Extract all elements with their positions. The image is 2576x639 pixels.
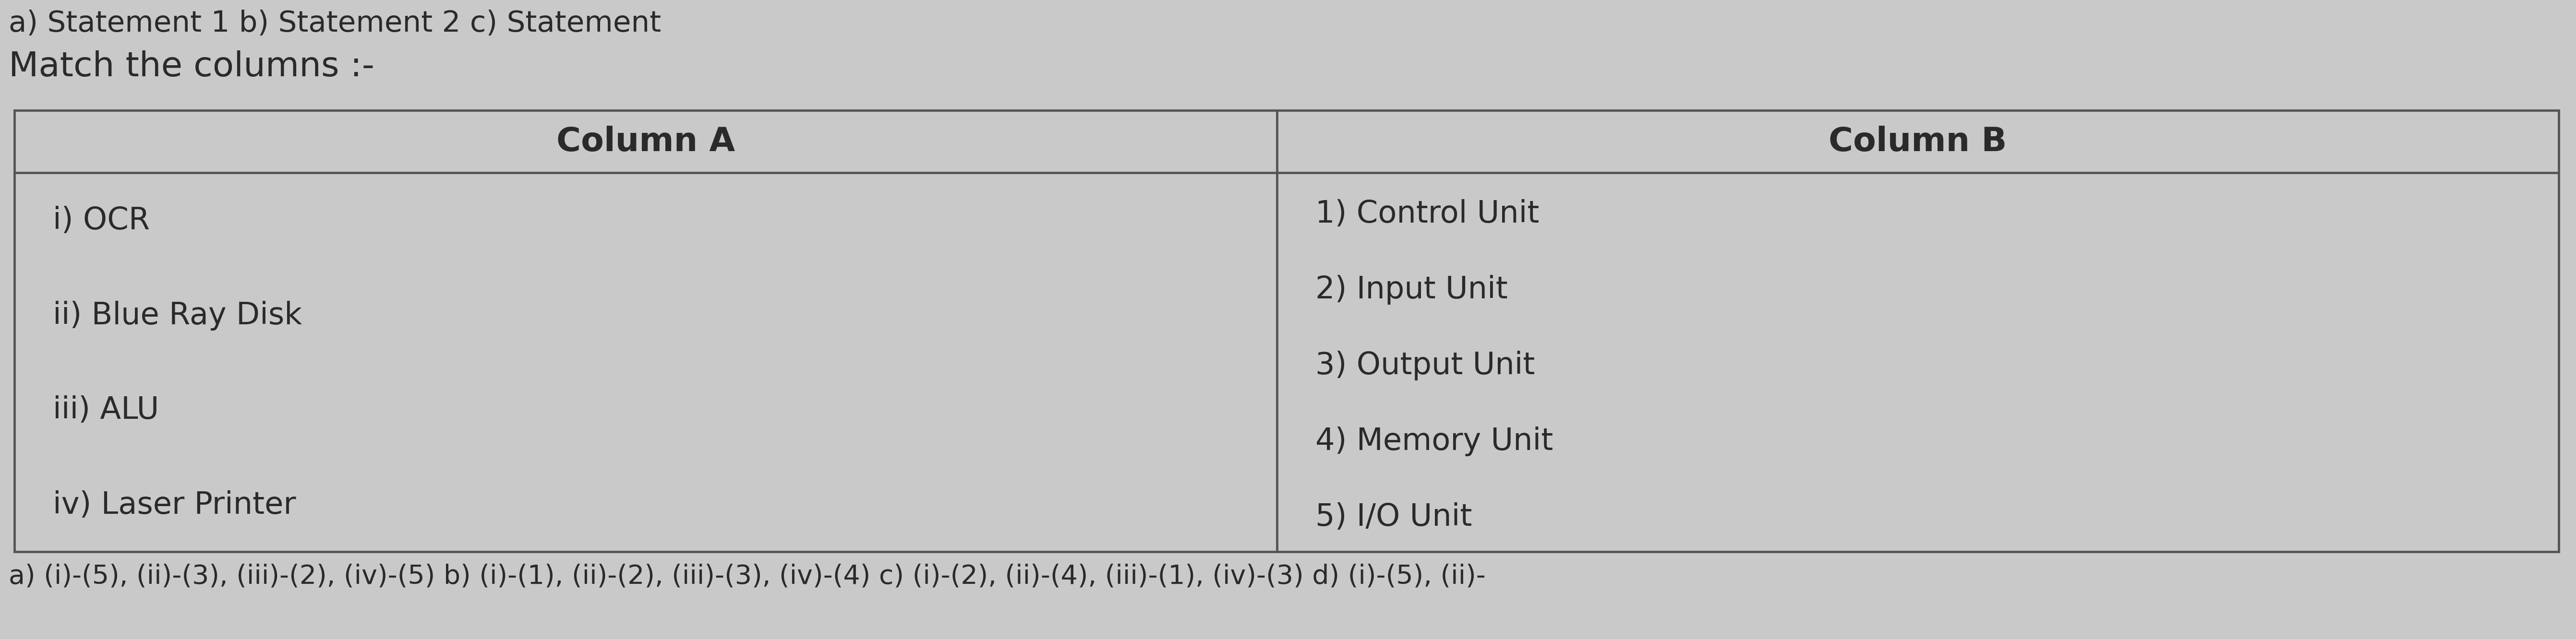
Text: Column A: Column A xyxy=(556,125,734,158)
Text: 4) Memory Unit: 4) Memory Unit xyxy=(1316,427,1553,456)
Text: 1) Control Unit: 1) Control Unit xyxy=(1316,199,1540,229)
Text: iii) ALU: iii) ALU xyxy=(52,396,160,425)
Text: iv) Laser Printer: iv) Laser Printer xyxy=(52,490,296,520)
Text: 5) I/O Unit: 5) I/O Unit xyxy=(1316,502,1471,532)
Text: a) (i)-(5), (ii)-(3), (iii)-(2), (iv)-(5) b) (i)-(1), (ii)-(2), (iii)-(3), (iv)-: a) (i)-(5), (ii)-(3), (iii)-(2), (iv)-(5… xyxy=(8,564,1486,590)
Text: Column B: Column B xyxy=(1829,125,2007,158)
Text: a) Statement 1 b) Statement 2 c) Statement: a) Statement 1 b) Statement 2 c) Stateme… xyxy=(8,10,662,38)
Text: 2) Input Unit: 2) Input Unit xyxy=(1316,275,1507,305)
Text: ii) Blue Ray Disk: ii) Blue Ray Disk xyxy=(52,300,301,330)
Text: 3) Output Unit: 3) Output Unit xyxy=(1316,351,1535,381)
Text: Match the columns :-: Match the columns :- xyxy=(8,50,374,84)
Text: i) OCR: i) OCR xyxy=(52,206,149,236)
